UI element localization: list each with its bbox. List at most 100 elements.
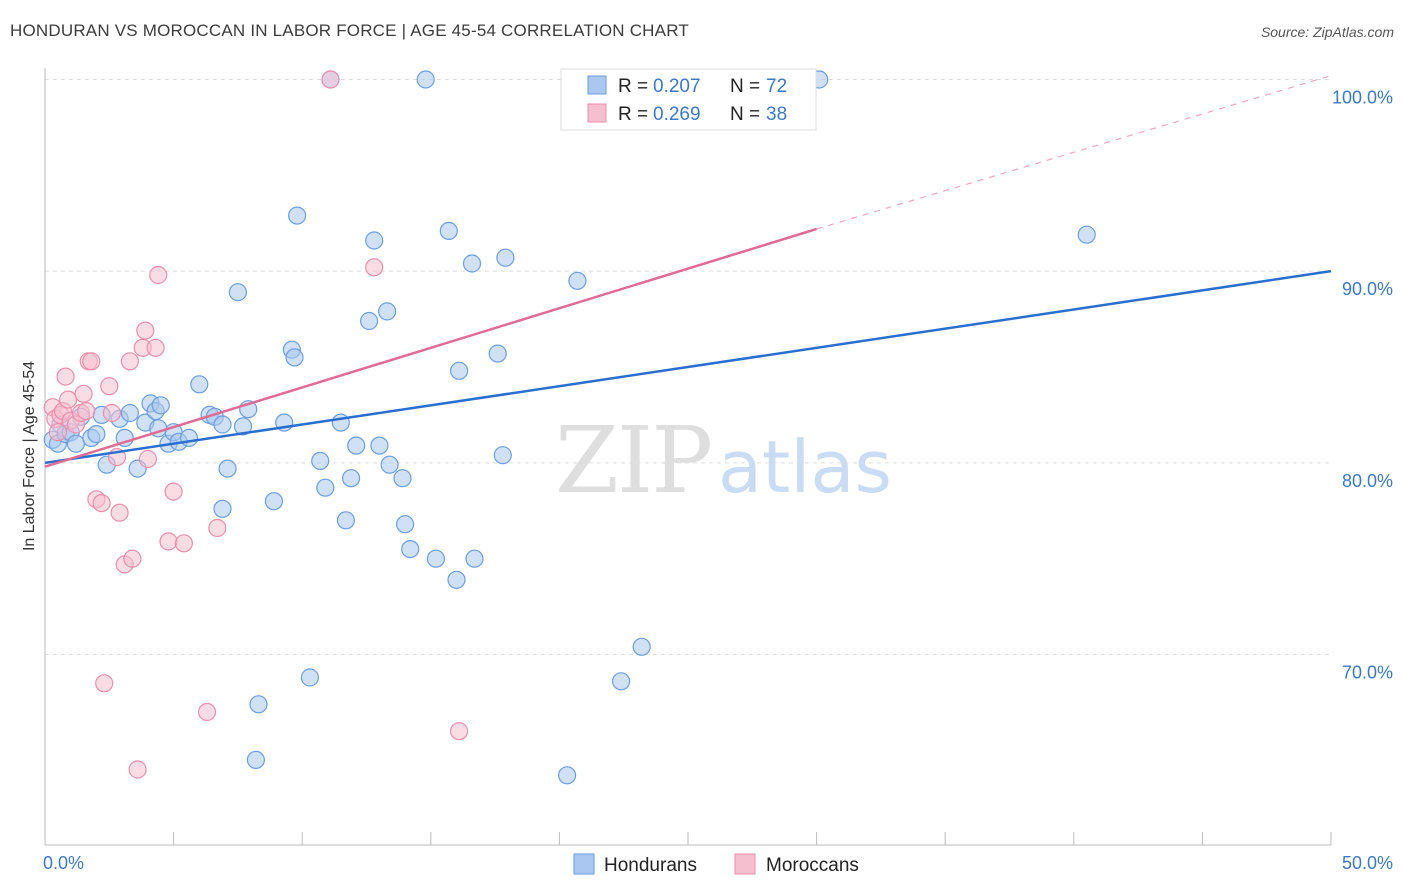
data-point-honduran xyxy=(393,469,412,488)
y-tick-label: 80.0% xyxy=(1342,471,1393,491)
data-point-moroccan xyxy=(95,674,114,693)
legend-n-value-1: 72 xyxy=(766,76,787,97)
data-point-moroccan xyxy=(208,518,227,538)
data-point-moroccan xyxy=(136,321,155,340)
data-point-moroccan xyxy=(197,702,217,722)
data-point-honduran xyxy=(557,766,577,785)
data-point-honduran xyxy=(426,549,445,568)
x-tick-label-max: 50.0% xyxy=(1342,853,1393,873)
data-point-honduran xyxy=(360,311,379,331)
legend-swatch-bottom-hondurans xyxy=(573,853,595,875)
legend-r-label-2: R = xyxy=(618,104,648,125)
data-point-honduran xyxy=(493,446,512,465)
data-point-honduran xyxy=(370,436,389,455)
data-point-honduran xyxy=(179,428,199,447)
legend-label-hondurans: Hondurans xyxy=(604,855,697,876)
data-point-honduran xyxy=(396,515,415,534)
data-point-honduran xyxy=(380,455,399,474)
legend-n-value-2: 38 xyxy=(766,104,787,125)
y-tick-labels: 100.0% 90.0% 80.0% 70.0% xyxy=(1332,88,1393,683)
data-point-moroccan xyxy=(174,534,193,553)
data-point-honduran xyxy=(87,425,106,444)
data-point-honduran xyxy=(300,668,319,687)
y-axis-title: In Labor Force | Age 45-54 xyxy=(21,361,38,551)
data-point-moroccan xyxy=(48,423,68,442)
correlation-legend: R = 0.207 N = 72 R = 0.269 N = 38 xyxy=(560,68,817,131)
series-moroccans-points xyxy=(43,70,469,779)
y-tick-label: 100.0% xyxy=(1332,88,1393,108)
regression-lines xyxy=(44,75,1332,468)
source-label: Source: ZipAtlas.com xyxy=(1260,24,1394,40)
data-point-moroccan xyxy=(450,722,469,741)
data-point-moroccan xyxy=(77,402,96,421)
data-point-honduran xyxy=(465,549,484,568)
y-tick-label: 90.0% xyxy=(1342,279,1393,299)
legend-r-value-2: 0.269 xyxy=(653,104,701,125)
watermark-atlas: atlas xyxy=(718,425,892,509)
data-point-honduran xyxy=(1077,225,1096,244)
data-point-honduran xyxy=(496,248,515,267)
data-point-moroccan xyxy=(56,367,75,386)
series-legend: Hondurans Moroccans xyxy=(573,853,859,876)
data-point-honduran xyxy=(213,499,232,518)
data-point-honduran xyxy=(416,70,435,89)
data-point-honduran xyxy=(233,417,253,436)
series-hondurans-points xyxy=(43,70,1096,785)
data-point-honduran xyxy=(288,206,307,225)
data-point-moroccan xyxy=(123,549,142,568)
data-point-honduran xyxy=(66,434,86,453)
data-point-moroccan xyxy=(164,482,183,501)
legend-swatch-hondurans xyxy=(587,75,607,95)
legend-swatch-moroccans xyxy=(587,103,607,123)
data-point-honduran xyxy=(450,361,469,380)
data-point-moroccan xyxy=(149,265,168,285)
data-point-honduran xyxy=(488,344,507,363)
legend-r-value-1: 0.207 xyxy=(653,76,701,97)
data-point-moroccan xyxy=(100,377,119,396)
chart-title: HONDURAN VS MOROCCAN IN LABOR FORCE | AG… xyxy=(10,21,689,40)
legend-label-moroccans: Moroccans xyxy=(766,855,859,876)
data-point-moroccan xyxy=(58,390,78,409)
regression-line-hondurans xyxy=(44,269,1332,465)
data-point-moroccan xyxy=(92,494,111,513)
data-point-honduran xyxy=(213,415,232,434)
data-point-moroccan xyxy=(128,760,147,779)
x-tick-label-min: 0.0% xyxy=(43,853,84,873)
data-point-honduran xyxy=(365,231,384,250)
data-point-honduran xyxy=(316,478,335,497)
data-point-honduran xyxy=(568,271,587,290)
legend-n-label-1: N = xyxy=(730,76,760,97)
data-point-honduran xyxy=(249,695,268,714)
data-point-honduran xyxy=(378,302,397,321)
data-point-honduran xyxy=(264,492,283,511)
data-point-honduran xyxy=(285,348,304,367)
data-point-honduran xyxy=(190,375,209,394)
data-point-honduran xyxy=(447,570,466,589)
data-point-honduran xyxy=(120,403,139,423)
data-point-moroccan xyxy=(110,503,129,522)
data-point-honduran xyxy=(439,221,458,240)
data-point-moroccan xyxy=(365,258,384,277)
data-point-moroccan xyxy=(102,403,122,423)
data-point-honduran xyxy=(228,283,247,302)
data-point-honduran xyxy=(632,637,651,656)
legend-n-label-2: N = xyxy=(730,104,760,125)
data-point-moroccan xyxy=(74,384,93,403)
data-point-honduran xyxy=(246,750,265,770)
watermark-zip: ZIP xyxy=(555,407,711,514)
legend-swatch-bottom-moroccans xyxy=(734,853,756,875)
data-point-moroccan xyxy=(138,449,157,469)
data-point-moroccan xyxy=(82,352,101,371)
data-point-honduran xyxy=(401,539,420,559)
data-point-honduran xyxy=(611,672,631,691)
y-tick-label: 70.0% xyxy=(1342,663,1393,683)
regression-line-moroccans xyxy=(44,227,817,468)
data-point-honduran xyxy=(342,469,361,488)
legend-r-label-1: R = xyxy=(618,76,648,97)
data-point-honduran xyxy=(347,436,366,455)
data-point-honduran xyxy=(151,396,170,415)
data-point-honduran xyxy=(336,511,355,530)
data-point-honduran xyxy=(311,451,330,470)
data-point-honduran xyxy=(462,254,482,273)
